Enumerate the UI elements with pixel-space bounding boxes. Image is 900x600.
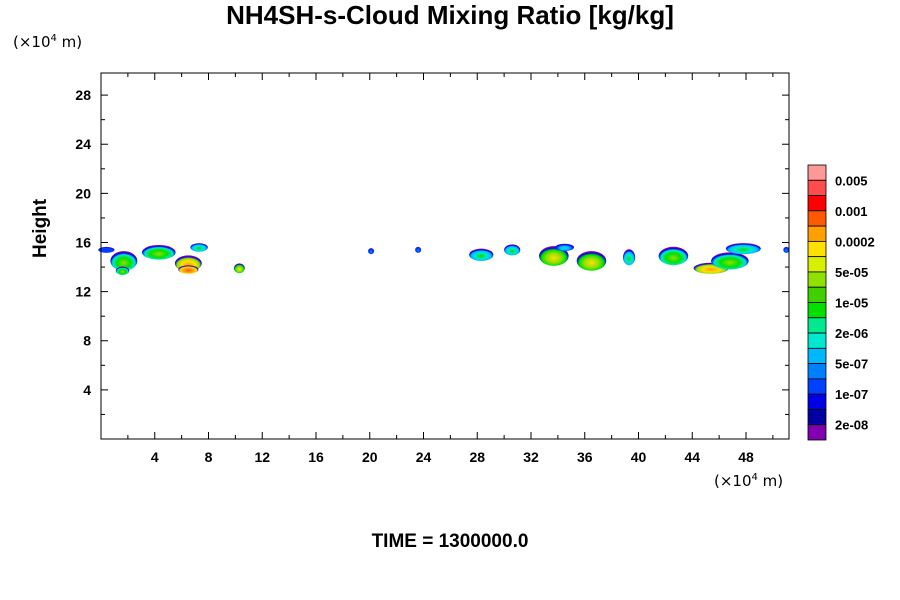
x-tick-label: 4	[151, 449, 159, 465]
colorbar-swatch	[807, 179, 827, 196]
cloud-blob	[725, 243, 761, 255]
cloud-blob	[190, 243, 208, 252]
cloud-blob	[98, 246, 115, 253]
colorbar-swatch	[807, 286, 827, 303]
cloud-blob	[711, 252, 749, 270]
colorbar-swatch	[807, 317, 827, 334]
cloud-blob	[783, 246, 790, 253]
colorbar-label: 2e-06	[835, 326, 868, 341]
cloud-blob	[234, 263, 245, 274]
colorbar-label: 2e-08	[835, 418, 868, 433]
y-tick-label: 12	[75, 284, 91, 300]
colorbar-swatch	[807, 332, 827, 349]
colorbar-swatch	[807, 210, 827, 227]
x-tick-label: 24	[416, 449, 432, 465]
colorbar-label: 1e-05	[835, 296, 868, 311]
cloud-blob	[415, 246, 422, 253]
x-tick-label: 20	[362, 449, 378, 465]
colorbar-swatch	[807, 302, 827, 319]
cloud-blob	[178, 265, 199, 274]
cloud-blob	[504, 244, 521, 256]
colorbar-label: 5e-05	[835, 265, 868, 280]
colorbar-swatch	[807, 409, 827, 426]
colorbar-label: 0.001	[835, 204, 868, 219]
y-tick-label: 28	[75, 87, 91, 103]
cloud-blob	[576, 251, 607, 271]
colorbar-swatch	[807, 363, 827, 380]
x-tick-label: 32	[523, 449, 539, 465]
x-tick-label: 44	[684, 449, 700, 465]
time-label: TIME = 1300000.0	[371, 531, 529, 552]
y-axis-unit: (×104 m)	[13, 33, 82, 51]
colorbar-label: 1e-07	[835, 387, 868, 402]
cloud-blob	[539, 246, 569, 266]
cloud-blob	[368, 248, 375, 255]
x-unit-suffix: m)	[757, 472, 784, 490]
colorbar-swatch	[807, 164, 827, 181]
cloud-blob	[658, 246, 689, 266]
x-tick-label: 16	[308, 449, 324, 465]
plot-frame	[100, 72, 790, 440]
colorbar-swatch	[807, 256, 827, 273]
x-axis-unit: (×104 m)	[714, 472, 783, 490]
x-tick-label: 36	[577, 449, 593, 465]
y-tick-label: 16	[75, 234, 91, 250]
colorbar-label: 0.005	[835, 173, 868, 188]
x-unit-prefix: (×10	[714, 472, 752, 490]
colorbar-label: 5e-07	[835, 357, 868, 372]
colorbar-swatch	[807, 424, 827, 441]
x-tick-label: 28	[469, 449, 485, 465]
y-tick-label: 20	[75, 185, 91, 201]
cloud-blob	[141, 244, 176, 260]
chart-title: NH4SH-s-Cloud Mixing Ratio [kg/kg]	[226, 0, 674, 30]
colorbar-swatch	[807, 240, 827, 258]
x-unit-exponent: 4	[751, 472, 758, 483]
y-unit-suffix: m)	[56, 33, 83, 51]
cloud-blob	[469, 248, 494, 261]
colorbar-swatch	[807, 393, 827, 410]
colorbar-swatch	[807, 195, 827, 212]
x-tick-label: 40	[631, 449, 647, 465]
colorbar-swatch	[807, 225, 827, 242]
x-tick-label: 8	[205, 449, 213, 465]
y-tick-label: 4	[83, 382, 91, 398]
y-unit-prefix: (×10	[13, 33, 51, 51]
colorbar-label: 0.0002	[835, 234, 875, 249]
cloud-blob	[110, 251, 138, 271]
x-tick-label: 48	[738, 449, 754, 465]
colorbar-swatch	[807, 378, 827, 395]
colorbar-swatch	[807, 271, 827, 288]
colorbar-swatch	[807, 347, 827, 365]
cloud-blob	[115, 266, 130, 276]
y-tick-label: 8	[83, 333, 91, 349]
cloud-blob	[623, 249, 636, 266]
y-unit-exponent: 4	[50, 33, 57, 44]
cloud-blob	[555, 243, 574, 252]
y-tick-label: 24	[75, 136, 91, 152]
x-tick-label: 12	[254, 449, 270, 465]
